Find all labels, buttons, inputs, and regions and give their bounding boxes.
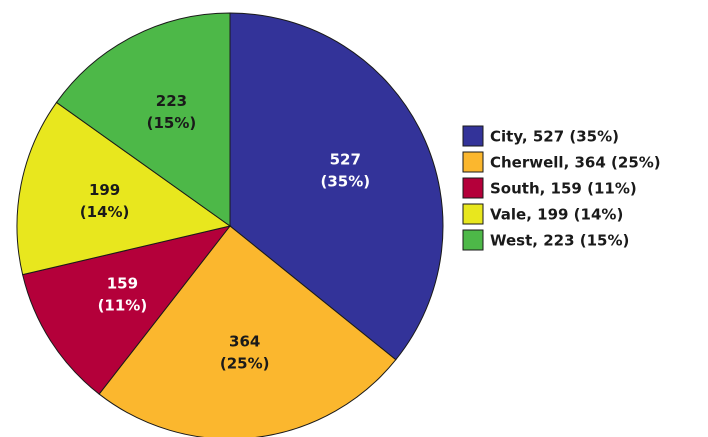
pie-slice <box>98 225 397 437</box>
legend-label: Vale, 199 (14%) <box>490 206 623 224</box>
slice-label: 199 (14%) <box>80 181 130 221</box>
slice-label-line: (14%) <box>80 203 130 221</box>
slice-label-line: (11%) <box>98 296 148 314</box>
pie-slice <box>229 12 444 361</box>
legend-swatch <box>462 125 484 147</box>
slice-label-line: 223 <box>156 92 187 110</box>
slice-label-line: (15%) <box>147 114 197 132</box>
legend-label: South, 159 (11%) <box>490 180 637 198</box>
legend-swatch <box>462 203 484 225</box>
slice-label-line: (25%) <box>220 354 270 372</box>
slice-label-line: (35%) <box>320 172 370 190</box>
legend-label: West, 223 (15%) <box>490 232 629 250</box>
slice-label: 527 (35%) <box>320 150 370 190</box>
slice-label: 159 (11%) <box>98 274 148 314</box>
pie-slice <box>22 225 232 395</box>
slice-label-line: 364 <box>229 332 260 350</box>
legend-swatch <box>462 177 484 199</box>
legend-swatch <box>462 229 484 251</box>
pie-slice <box>55 12 231 227</box>
legend-label: City, 527 (35%) <box>490 128 619 146</box>
slice-label: 223 (15%) <box>147 92 197 132</box>
slice-label-line: 159 <box>107 274 138 292</box>
slice-label-line: 199 <box>89 181 120 199</box>
slice-label: 364 (25%) <box>220 332 270 372</box>
legend-swatch <box>462 151 484 173</box>
pie-slice <box>16 101 232 276</box>
slice-label-line: 527 <box>330 150 361 168</box>
legend-label: Cherwell, 364 (25%) <box>490 154 661 172</box>
